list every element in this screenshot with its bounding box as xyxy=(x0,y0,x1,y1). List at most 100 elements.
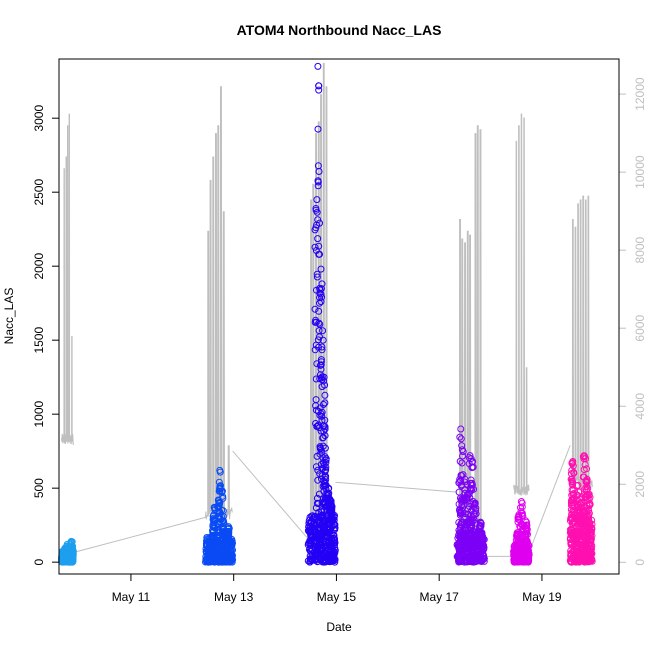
y-tick-label: 500 xyxy=(32,478,46,498)
data-point xyxy=(468,458,476,466)
data-point xyxy=(585,533,593,541)
data-point xyxy=(315,82,323,90)
data-point xyxy=(322,558,330,566)
y-tick-label: 1000 xyxy=(32,401,46,428)
data-point xyxy=(323,525,331,533)
data-point xyxy=(473,543,481,551)
data-point xyxy=(316,286,324,294)
plot-frame xyxy=(58,58,620,575)
data-point xyxy=(315,319,323,327)
data-point xyxy=(460,543,468,551)
secondary-line-segment-1 xyxy=(61,113,74,446)
data-point xyxy=(458,459,466,467)
data-point xyxy=(317,298,325,306)
data-point xyxy=(473,546,481,554)
data-point xyxy=(583,483,591,491)
data-point xyxy=(329,556,337,564)
data-point xyxy=(523,522,531,530)
data-point xyxy=(477,522,485,530)
data-point xyxy=(64,557,72,565)
data-point xyxy=(471,528,479,536)
y-axis-title: Nacc_LAS xyxy=(2,288,16,345)
data-point xyxy=(219,507,227,515)
data-point xyxy=(216,546,224,554)
x-tick-label: May 19 xyxy=(522,590,562,604)
data-point xyxy=(68,542,76,550)
data-point xyxy=(523,518,530,526)
data-point xyxy=(321,391,329,399)
data-point xyxy=(314,235,322,243)
data-point xyxy=(466,452,474,460)
x-tick-label: May 17 xyxy=(420,590,460,604)
data-point xyxy=(216,466,224,474)
y-tick-label: 2000 xyxy=(32,253,46,280)
data-point xyxy=(321,399,329,407)
data-point xyxy=(314,182,322,190)
data-point xyxy=(317,356,325,364)
data-point xyxy=(314,178,322,186)
data-point xyxy=(311,305,319,313)
data-point xyxy=(208,543,216,551)
data-point xyxy=(569,458,577,465)
series-5 xyxy=(510,498,533,566)
chart-title: ATOM4 Northbound Nacc_LAS xyxy=(237,22,442,38)
data-point xyxy=(458,446,466,454)
data-point xyxy=(313,360,321,368)
data-point xyxy=(569,548,577,556)
data-point xyxy=(588,549,595,557)
data-point xyxy=(319,327,327,335)
data-point xyxy=(224,524,232,532)
data-point xyxy=(476,550,483,558)
data-point xyxy=(523,538,531,546)
data-point xyxy=(471,499,479,507)
data-point xyxy=(312,205,320,212)
data-point xyxy=(587,532,595,540)
data-point xyxy=(311,243,319,251)
data-point xyxy=(458,521,465,529)
data-point xyxy=(68,545,76,552)
data-point xyxy=(318,346,326,354)
data-point xyxy=(523,548,531,555)
y2-tick-label: 4000 xyxy=(633,393,647,420)
y-tick-label: 2500 xyxy=(32,179,46,206)
data-point xyxy=(327,535,335,543)
data-point xyxy=(316,219,323,227)
data-point xyxy=(472,550,480,558)
data-point xyxy=(318,280,326,288)
data-point xyxy=(225,523,232,531)
y2-tick-label: 12000 xyxy=(633,77,647,111)
data-point xyxy=(570,490,578,498)
data-point xyxy=(569,478,577,486)
data-point xyxy=(218,487,226,495)
data-point xyxy=(456,433,464,441)
data-point xyxy=(574,543,582,551)
data-point xyxy=(318,408,326,416)
data-point xyxy=(476,528,484,536)
data-point xyxy=(514,550,522,558)
data-point xyxy=(316,250,323,258)
series-1 xyxy=(58,537,77,566)
data-point xyxy=(321,432,329,440)
data-point xyxy=(219,492,227,500)
data-point xyxy=(317,540,324,548)
data-point xyxy=(317,361,325,369)
data-point xyxy=(314,216,322,224)
data-point xyxy=(319,442,327,450)
data-point xyxy=(463,556,471,564)
x-tick-label: May 13 xyxy=(214,590,254,604)
data-point xyxy=(322,459,330,467)
data-point xyxy=(330,516,338,524)
data-point xyxy=(202,558,209,566)
data-point xyxy=(570,558,578,566)
y-tick-label: 0 xyxy=(32,559,46,566)
data-point xyxy=(464,542,472,550)
data-point xyxy=(318,343,326,351)
data-point xyxy=(327,549,335,557)
data-point xyxy=(224,531,232,539)
data-point xyxy=(517,555,525,563)
data-point xyxy=(588,526,596,533)
data-point xyxy=(214,537,222,545)
data-point xyxy=(313,208,321,216)
x-tick-label: May 15 xyxy=(317,590,357,604)
data-point xyxy=(587,535,595,543)
